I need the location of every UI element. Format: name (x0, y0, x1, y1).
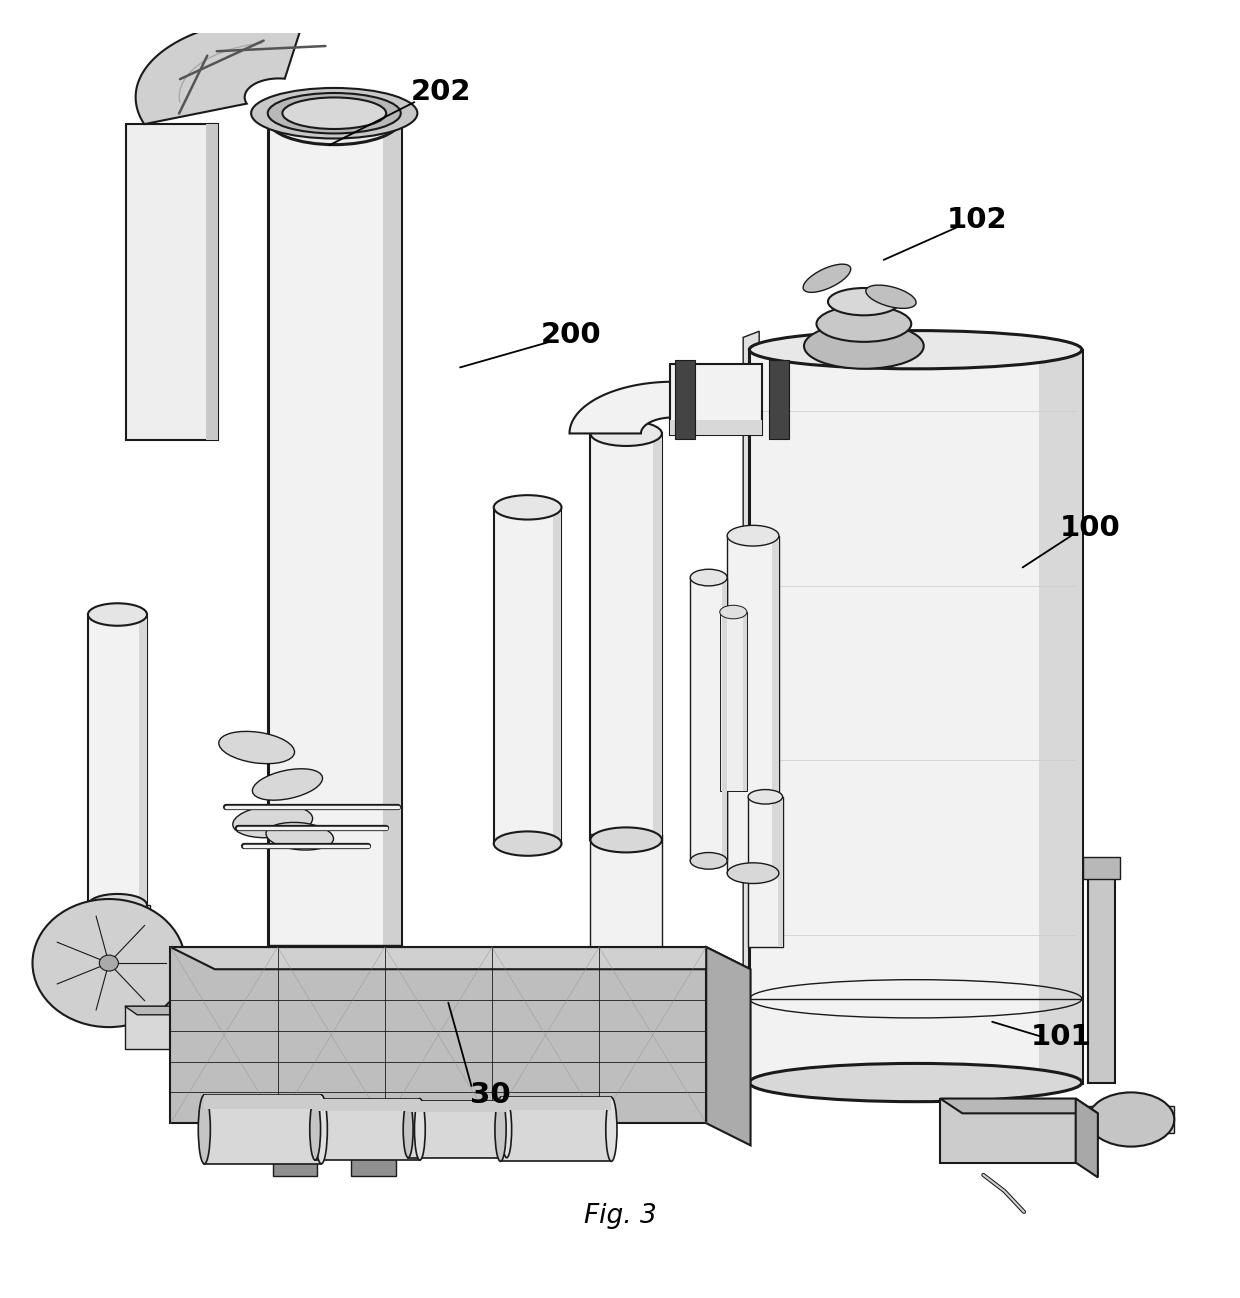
Bar (273, 1154, 317, 1176)
Ellipse shape (749, 1063, 1081, 1102)
Ellipse shape (691, 853, 727, 870)
Bar (671, 363, 761, 435)
Ellipse shape (267, 823, 334, 850)
Bar (748, 797, 782, 948)
Polygon shape (125, 1006, 205, 1015)
Ellipse shape (749, 331, 1081, 369)
Ellipse shape (233, 805, 312, 837)
Ellipse shape (590, 421, 662, 447)
Ellipse shape (606, 1097, 618, 1162)
Ellipse shape (691, 570, 727, 585)
Ellipse shape (1087, 1093, 1174, 1146)
Bar (743, 613, 746, 790)
Ellipse shape (414, 1098, 425, 1160)
Bar (205, 1096, 321, 1108)
Bar (691, 578, 727, 861)
Ellipse shape (403, 1101, 413, 1158)
Bar (501, 1097, 611, 1162)
Ellipse shape (99, 955, 118, 971)
Ellipse shape (719, 605, 746, 619)
Ellipse shape (727, 863, 779, 884)
Bar (139, 614, 148, 905)
Bar (408, 1101, 507, 1158)
Bar (170, 948, 707, 1123)
Bar (125, 1006, 192, 1049)
Bar (501, 1097, 611, 1110)
Text: 202: 202 (412, 78, 471, 106)
Ellipse shape (252, 88, 418, 139)
Polygon shape (135, 18, 304, 125)
Ellipse shape (502, 1101, 512, 1158)
Polygon shape (1076, 1098, 1097, 1177)
Bar (719, 613, 746, 790)
Polygon shape (569, 382, 673, 434)
Bar (777, 797, 782, 948)
Ellipse shape (804, 323, 924, 369)
Bar (205, 1096, 321, 1164)
Ellipse shape (495, 1097, 506, 1162)
Bar (723, 578, 727, 861)
Ellipse shape (315, 1096, 327, 1164)
Ellipse shape (748, 789, 782, 803)
Ellipse shape (494, 495, 562, 519)
Bar (206, 125, 218, 440)
Ellipse shape (828, 288, 900, 315)
Bar (88, 614, 148, 905)
Bar (1083, 857, 1120, 879)
Bar (590, 833, 662, 953)
Ellipse shape (198, 1096, 211, 1164)
Bar (408, 1101, 507, 1112)
Bar (590, 434, 662, 840)
Ellipse shape (590, 827, 662, 853)
Ellipse shape (253, 768, 322, 800)
Bar (315, 1098, 420, 1111)
Bar (676, 360, 696, 439)
Bar (383, 119, 401, 1006)
Bar (652, 434, 662, 840)
Bar (553, 508, 562, 844)
Ellipse shape (866, 286, 916, 309)
Bar (773, 536, 779, 874)
Bar (494, 508, 562, 844)
Text: 100: 100 (1060, 514, 1121, 543)
Bar (749, 349, 1081, 1083)
Ellipse shape (804, 265, 851, 292)
Polygon shape (707, 948, 750, 1145)
Bar (1039, 349, 1081, 1083)
Text: 102: 102 (947, 206, 1007, 235)
Text: 200: 200 (541, 321, 601, 349)
Bar (315, 1098, 420, 1160)
Text: Fig. 3: Fig. 3 (584, 1202, 656, 1229)
Ellipse shape (494, 832, 562, 855)
Bar (86, 905, 150, 963)
Text: 30: 30 (470, 1081, 511, 1108)
Ellipse shape (32, 900, 185, 1027)
Bar (125, 125, 218, 440)
Ellipse shape (310, 1098, 321, 1160)
Ellipse shape (88, 894, 148, 916)
Bar (940, 1098, 1076, 1163)
Bar (727, 536, 779, 874)
Bar (1087, 1106, 1174, 1133)
Polygon shape (743, 331, 759, 1076)
Ellipse shape (727, 526, 779, 546)
Ellipse shape (218, 731, 295, 763)
Bar (351, 1154, 396, 1176)
Ellipse shape (283, 97, 386, 129)
Ellipse shape (268, 93, 401, 134)
Bar (769, 360, 789, 439)
Ellipse shape (88, 604, 148, 626)
Bar (1087, 867, 1115, 1083)
Ellipse shape (268, 95, 401, 144)
Text: 101: 101 (1030, 1023, 1091, 1051)
Bar (671, 419, 761, 435)
Polygon shape (170, 948, 750, 970)
Ellipse shape (816, 306, 911, 341)
Bar (268, 119, 401, 1006)
Polygon shape (940, 1098, 1097, 1114)
